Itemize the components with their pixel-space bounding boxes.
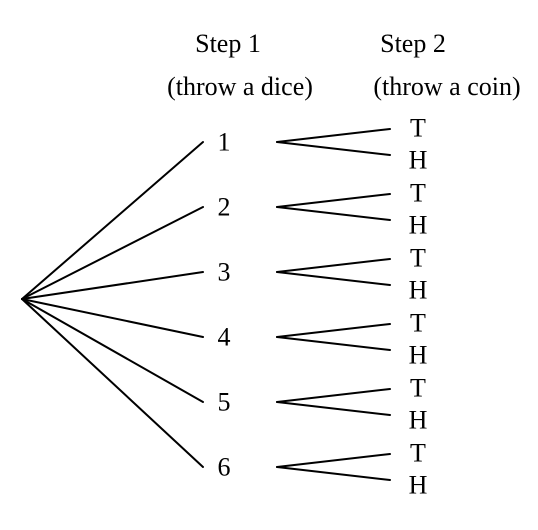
coin-branch-5-T: [276, 388, 391, 403]
coin-branch-4-H: [276, 336, 391, 351]
step2-title: Step 2: [380, 29, 446, 58]
dice-outcome-3: 3: [218, 258, 231, 287]
coin-outcome-6-H: H: [409, 471, 428, 500]
dice-outcome-6: 6: [218, 453, 231, 482]
coin-outcome-4-H: H: [409, 341, 428, 370]
step1-title: Step 1: [195, 29, 261, 58]
coin-branch-3-T: [276, 258, 391, 273]
coin-outcome-4-T: T: [410, 309, 426, 338]
branches: [21, 128, 391, 481]
step1-subtitle: (throw a dice): [167, 72, 313, 101]
coin-branch-6-T: [276, 453, 391, 468]
coin-branch-1-T: [276, 128, 391, 143]
step2-subtitle: (throw a coin): [373, 72, 520, 101]
coin-branch-3-H: [276, 271, 391, 286]
coin-outcome-5-T: T: [410, 374, 426, 403]
coin-branch-2-T: [276, 193, 391, 208]
dice-outcome-5: 5: [218, 388, 231, 417]
dice-branch-5: [21, 298, 204, 403]
coin-outcome-3-H: H: [409, 276, 428, 305]
coin-outcome-2-T: T: [410, 179, 426, 208]
coin-branch-2-H: [276, 206, 391, 221]
dice-branch-2: [21, 206, 204, 300]
dice-outcome-2: 2: [218, 193, 231, 222]
dice-outcome-1: 1: [218, 128, 231, 157]
header: Step 1 (throw a dice) Step 2 (throw a co…: [167, 29, 521, 101]
dice-branch-4: [21, 298, 204, 338]
dice-outcome-4: 4: [218, 323, 231, 352]
dice-branch-3: [21, 271, 204, 300]
outcome-labels: 1 TH2 TH3 TH4 TH5 TH6 TH: [218, 114, 428, 500]
coin-outcome-5-H: H: [409, 406, 428, 435]
coin-outcome-6-T: T: [410, 439, 426, 468]
coin-branch-6-H: [276, 466, 391, 481]
coin-branch-5-H: [276, 401, 391, 416]
coin-outcome-1-T: T: [410, 114, 426, 143]
dice-branch-1: [21, 141, 204, 300]
coin-branch-1-H: [276, 141, 391, 156]
dice-branch-6: [21, 298, 204, 468]
coin-branch-4-T: [276, 323, 391, 338]
coin-outcome-2-H: H: [409, 211, 428, 240]
coin-outcome-3-T: T: [410, 244, 426, 273]
coin-outcome-1-H: H: [409, 146, 428, 175]
